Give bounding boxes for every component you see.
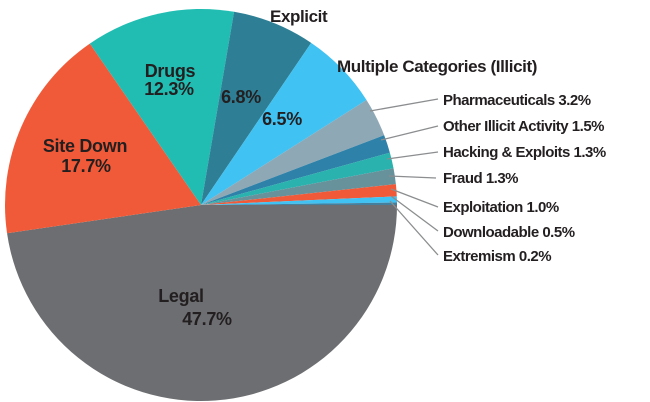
slice-label-drugs: 12.3% — [144, 79, 194, 99]
callout-label-extremism: Extremism 0.2% — [443, 248, 551, 265]
slice-label-site-down: 17.7% — [61, 156, 111, 176]
callout-label-pharmaceuticals: Pharmaceuticals 3.2% — [443, 92, 591, 109]
leader-line-extremism — [389, 200, 439, 256]
pie-slice-drugs — [89, 8, 235, 205]
outside-label-multiple-categories-illicit: Multiple Categories (Illicit) — [337, 57, 537, 76]
callout-label-downloadable: Downloadable 0.5% — [443, 224, 575, 241]
leader-line-fraud — [388, 175, 437, 179]
pie-slice-legal — [7, 205, 397, 402]
leader-line-other-illicit-activity — [380, 125, 439, 141]
leader-line-exploitation — [390, 188, 439, 208]
leader-line-hacking-exploits — [386, 151, 439, 160]
callout-label-fraud: Fraud 1.3% — [443, 170, 518, 187]
pie-slice-hacking-exploits — [201, 152, 394, 205]
pie-slice-extremism — [201, 202, 397, 205]
leader-line-pharmaceuticals — [369, 98, 439, 112]
pie-slice-downloadable — [201, 196, 397, 205]
slice-label-legal: Legal — [158, 286, 204, 306]
slice-label-explicit: 6.8% — [221, 87, 261, 107]
slice-label-multiple-categories-illicit: 6.5% — [262, 109, 302, 129]
slice-label-site-down: Site Down — [43, 136, 127, 156]
slice-label-drugs: Drugs — [145, 61, 196, 81]
pie-slice-fraud — [201, 168, 396, 205]
pie-slice-explicit — [201, 11, 312, 206]
pie-slice-site-down — [4, 43, 201, 234]
pie-slice-multiple-categories-illicit — [201, 42, 367, 205]
callout-label-other-illicit-activity: Other Illicit Activity 1.5% — [443, 118, 604, 135]
pie-slice-pharmaceuticals — [201, 99, 385, 205]
pie-slice-exploitation — [201, 184, 397, 205]
callout-label-hacking-exploits: Hacking & Exploits 1.3% — [443, 144, 606, 161]
slice-label-legal: 47.7% — [182, 309, 232, 329]
leader-line-downloadable — [390, 195, 439, 232]
callout-label-exploitation: Exploitation 1.0% — [443, 199, 559, 216]
pie-slice-other-illicit-activity — [201, 135, 390, 205]
outside-label-explicit: Explicit — [270, 7, 328, 26]
